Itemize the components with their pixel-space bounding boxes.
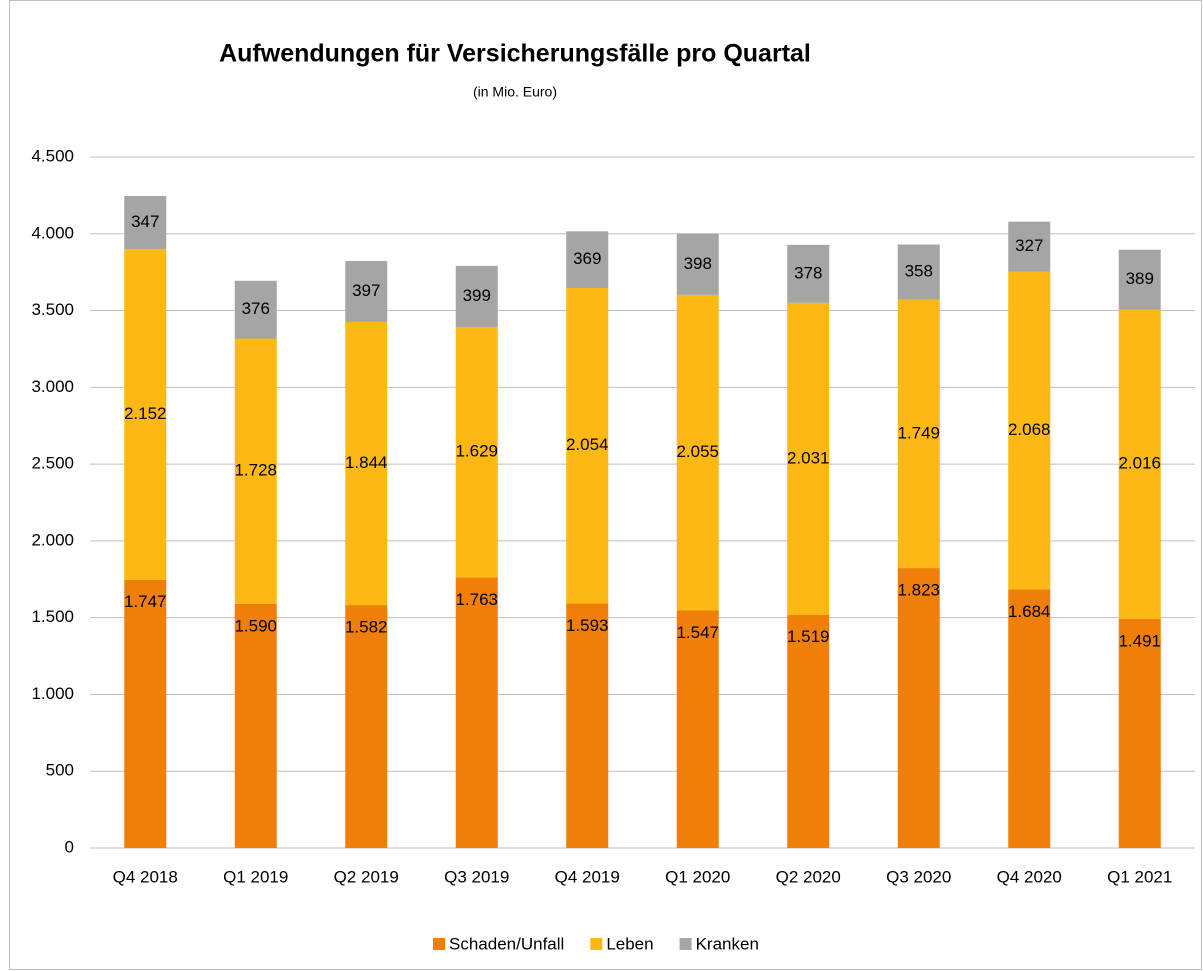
y-tick-label: 2.500 <box>31 454 74 473</box>
chart-title: Aufwendungen für Versicherungsfälle pro … <box>219 40 811 68</box>
data-label: 1.749 <box>897 423 940 442</box>
data-label: 1.491 <box>1118 632 1161 651</box>
x-tick-label: Q4 2020 <box>997 867 1062 886</box>
bar-segment <box>566 287 609 604</box>
bar-segment <box>345 605 388 848</box>
data-label: 1.763 <box>455 590 498 609</box>
bar-segment <box>676 294 719 611</box>
bar-segment <box>1118 309 1161 620</box>
y-tick-label: 2.000 <box>31 530 74 549</box>
y-tick-label: 4.000 <box>31 223 74 242</box>
legend-label: Schaden/Unfall <box>449 934 564 953</box>
y-tick-label: 500 <box>46 761 74 780</box>
x-tick-label: Q4 2019 <box>555 867 620 886</box>
legend-swatch <box>679 938 692 950</box>
bar-segment <box>455 577 498 848</box>
bar-segment <box>1118 619 1161 848</box>
bar-segment <box>897 299 940 569</box>
data-label: 2.054 <box>566 435 609 454</box>
bar-segment <box>234 338 277 604</box>
data-label: 1.728 <box>234 461 277 480</box>
data-label: 1.590 <box>234 616 277 635</box>
bar-segment <box>787 614 830 848</box>
bar-segment <box>124 579 167 848</box>
data-label: 389 <box>1126 269 1154 288</box>
y-tick-label: 1.000 <box>31 684 74 703</box>
bar-segment <box>787 244 830 303</box>
bar-segment <box>1008 271 1051 590</box>
data-label: 1.844 <box>345 453 388 472</box>
data-label: 347 <box>131 212 159 231</box>
x-tick-label: Q3 2019 <box>444 867 509 886</box>
bar-segment <box>234 603 277 848</box>
bar-segment <box>1118 249 1161 310</box>
legend-label: Leben <box>606 934 653 953</box>
data-label: 1.582 <box>345 618 388 637</box>
bar-segment <box>455 265 498 328</box>
y-tick-label: 3.500 <box>31 300 74 319</box>
chart-subtitle: (in Mio. Euro) <box>473 84 557 100</box>
bar-segment <box>676 610 719 848</box>
y-tick-label: 1.500 <box>31 607 74 626</box>
bar-segment <box>234 280 277 339</box>
x-tick-label: Q2 2019 <box>334 867 399 886</box>
data-label: 1.747 <box>124 592 167 611</box>
bar-segment <box>1008 589 1051 848</box>
bar-segment <box>124 196 167 250</box>
data-label: 2.016 <box>1118 454 1161 473</box>
data-label: 1.629 <box>455 442 498 461</box>
data-label: 399 <box>463 286 491 305</box>
bar-segment <box>566 603 609 848</box>
bar-segment <box>1008 221 1051 272</box>
bar-segment <box>455 327 498 578</box>
x-tick-label: Q1 2020 <box>665 867 730 886</box>
x-tick-label: Q2 2020 <box>776 867 841 886</box>
data-label: 376 <box>242 299 270 318</box>
data-label: 2.031 <box>787 448 830 467</box>
bar-segment <box>345 260 388 322</box>
data-label: 1.547 <box>676 623 719 642</box>
data-label: 2.152 <box>124 404 167 423</box>
y-tick-label: 4.500 <box>31 146 74 165</box>
legend-swatch <box>433 938 445 950</box>
x-tick-label: Q1 2021 <box>1107 867 1172 886</box>
x-tick-label: Q3 2020 <box>886 867 951 886</box>
bar-segment <box>345 321 388 606</box>
data-label: 1.593 <box>566 616 609 635</box>
legend-label: Kranken <box>696 934 759 953</box>
data-label: 1.684 <box>1008 602 1051 621</box>
data-label: 397 <box>352 281 380 300</box>
data-label: 2.068 <box>1008 420 1051 439</box>
x-tick-label: Q4 2018 <box>113 867 178 886</box>
y-tick-label: 0 <box>65 837 74 856</box>
y-tick-label: 3.000 <box>31 377 74 396</box>
data-label: 358 <box>905 261 933 280</box>
bar-segment <box>676 233 719 295</box>
bar-segment <box>124 249 167 580</box>
data-label: 1.519 <box>787 627 830 646</box>
bar-segment <box>787 302 830 615</box>
data-label: 1.823 <box>897 581 940 600</box>
bar-segment <box>897 568 940 848</box>
x-tick-label: Q1 2019 <box>223 867 288 886</box>
data-label: 2.055 <box>676 442 719 461</box>
data-label: 327 <box>1015 236 1043 255</box>
data-label: 398 <box>684 254 712 273</box>
data-label: 369 <box>573 249 601 268</box>
legend-swatch <box>590 938 603 950</box>
data-label: 378 <box>794 263 822 282</box>
bar-segment <box>566 231 609 288</box>
bar-segment <box>897 244 940 300</box>
